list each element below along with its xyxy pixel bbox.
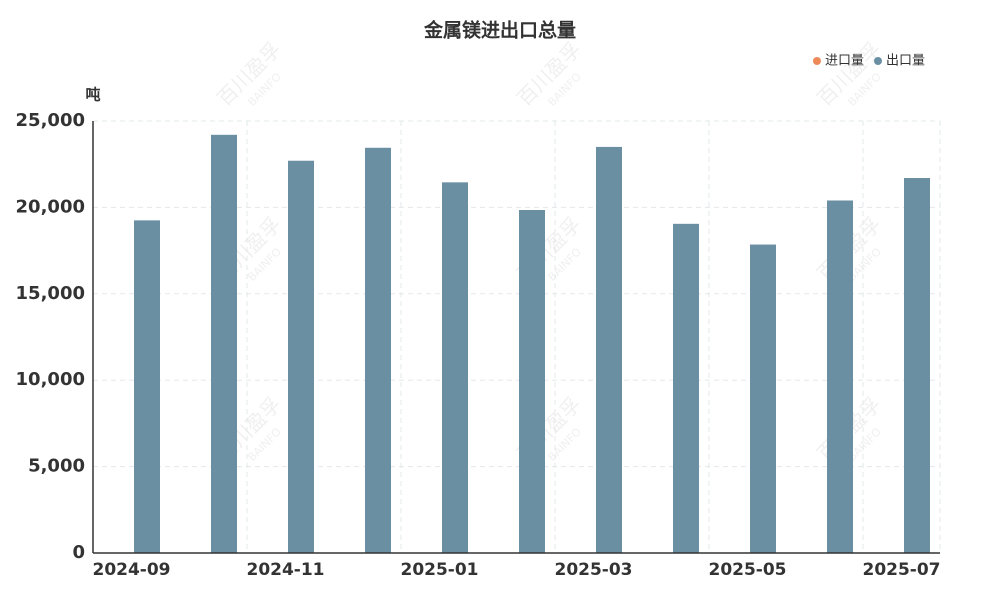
y-tick-label: 10,000: [16, 369, 85, 390]
y-tick-label: 0: [72, 542, 85, 563]
legend-label: 进口量: [825, 54, 864, 69]
bar: [673, 223, 699, 554]
y-tick-label: 25,000: [16, 110, 85, 131]
bar: [750, 244, 776, 553]
y-tick-label: 5,000: [28, 456, 85, 477]
x-tick-label: 2024-09: [92, 560, 170, 580]
bar: [596, 146, 622, 554]
bar: [288, 160, 314, 553]
x-tick-label: 2025-01: [400, 560, 478, 580]
x-tick-label: 2025-05: [708, 560, 786, 580]
bar: [134, 220, 160, 554]
legend-label: 出口量: [886, 54, 925, 69]
chart-title: 金属镁进出口总量: [423, 19, 576, 42]
bar: [442, 182, 468, 553]
bar: [827, 200, 853, 553]
bar: [519, 209, 545, 553]
bar: [211, 134, 237, 553]
x-tick-label: 2025-07: [862, 560, 940, 580]
x-tick-label: 2024-11: [246, 560, 324, 580]
bar: [365, 147, 391, 553]
legend-marker: [873, 57, 882, 65]
y-tick-label: 15,000: [16, 283, 85, 304]
x-tick-label: 2025-03: [554, 560, 632, 580]
bar: [904, 178, 930, 554]
y-tick-label: 20,000: [16, 196, 85, 217]
y-axis-unit: 吨: [85, 86, 100, 104]
legend-marker: [812, 57, 821, 65]
